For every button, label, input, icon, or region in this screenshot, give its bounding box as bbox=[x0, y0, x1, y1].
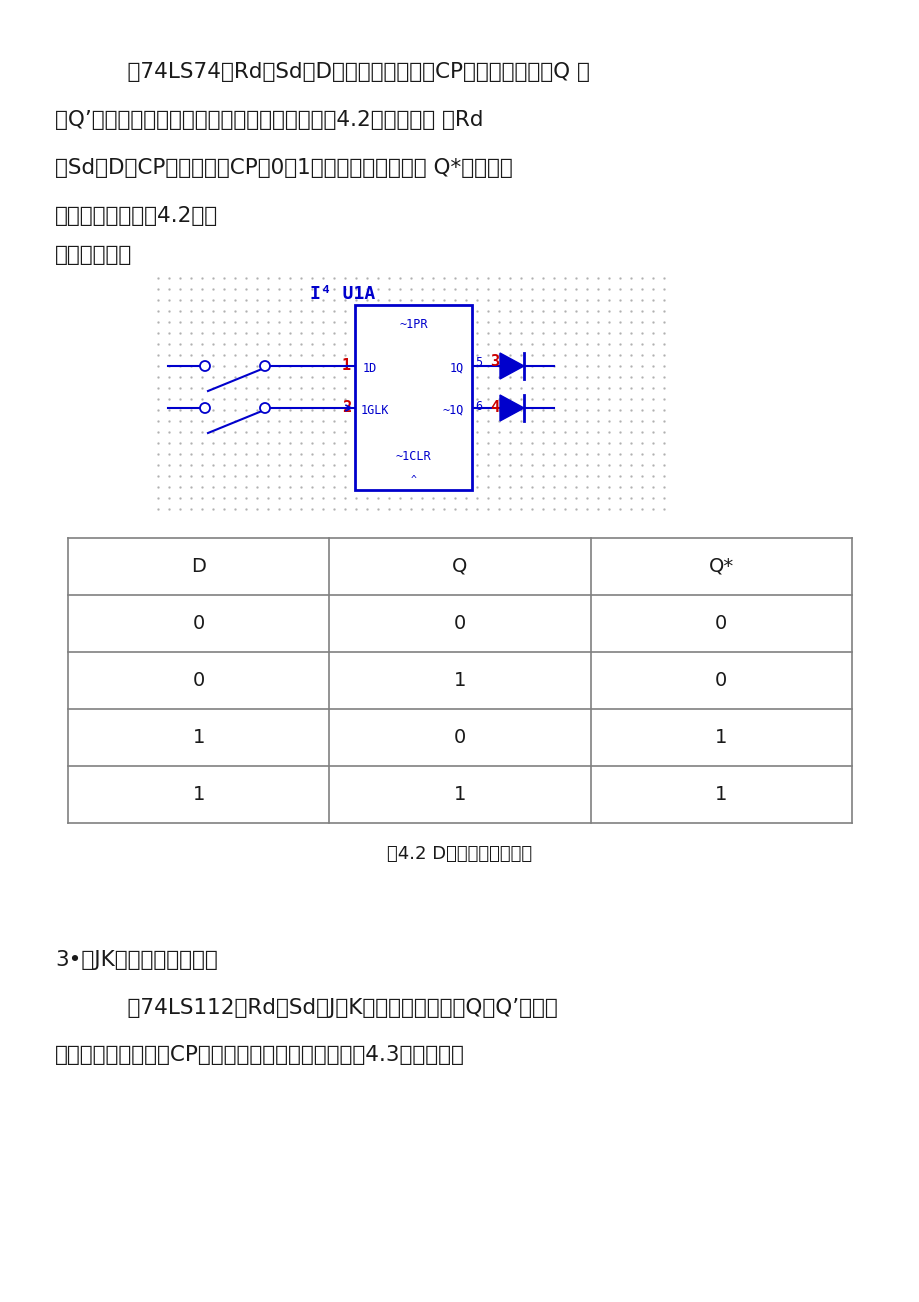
Text: 1: 1 bbox=[192, 785, 205, 805]
Text: 2: 2 bbox=[342, 401, 351, 415]
Text: 电路图如下：: 电路图如下： bbox=[55, 245, 132, 266]
Text: 0: 0 bbox=[453, 728, 466, 747]
Text: 1Q: 1Q bbox=[449, 362, 463, 375]
Text: ~1Q: ~1Q bbox=[442, 404, 463, 417]
Circle shape bbox=[260, 361, 269, 371]
Text: 屆74LS74的Rd、Sd、D连接到逻辑开关，CP端接单次脉冲，Q 端: 屆74LS74的Rd、Sd、D连接到逻辑开关，CP端接单次脉冲，Q 端 bbox=[100, 62, 589, 82]
Circle shape bbox=[199, 404, 210, 413]
Text: Q: Q bbox=[452, 557, 467, 575]
Text: 1: 1 bbox=[342, 358, 351, 374]
Bar bbox=[68, 538, 851, 823]
Text: 3•验JK触发器的逻辑功能: 3•验JK触发器的逻辑功能 bbox=[55, 950, 218, 970]
Text: 0: 0 bbox=[714, 615, 727, 633]
Text: 、Sd、D和CP的状态。在CP从0到1跳变时，观察输出端 Q*的状态，: 、Sd、D和CP的状态。在CP从0到1跳变时，观察输出端 Q*的状态， bbox=[55, 158, 512, 178]
Text: 表4.2 D触发器的逻辑功能: 表4.2 D触发器的逻辑功能 bbox=[387, 845, 532, 863]
Text: 接两只发光二极管，CP端接单次脉冲接通电源，按表4.3的要求，改: 接两只发光二极管，CP端接单次脉冲接通电源，按表4.3的要求，改 bbox=[55, 1046, 464, 1065]
Circle shape bbox=[199, 361, 210, 371]
Text: 屆74LS112的Rd、Sd、J和K连接到逻辑开关，Q和Q’端分别: 屆74LS112的Rd、Sd、J和K连接到逻辑开关，Q和Q’端分别 bbox=[100, 999, 557, 1018]
Text: ~1PR: ~1PR bbox=[399, 319, 427, 332]
Text: 0: 0 bbox=[453, 615, 466, 633]
Text: 1: 1 bbox=[714, 785, 727, 805]
Text: 3: 3 bbox=[490, 354, 499, 370]
Text: 1D: 1D bbox=[363, 362, 377, 375]
Text: 5: 5 bbox=[474, 355, 482, 368]
Text: Q*: Q* bbox=[708, 557, 733, 575]
Text: 1GLK: 1GLK bbox=[360, 404, 389, 417]
Bar bbox=[355, 305, 471, 490]
Circle shape bbox=[260, 404, 269, 413]
Text: 6: 6 bbox=[474, 401, 482, 414]
Text: 和Q’端分别接两只发光二极管，接通电源，按表4.2的要求，改 变Rd: 和Q’端分别接两只发光二极管，接通电源，按表4.2的要求，改 变Rd bbox=[55, 109, 483, 130]
Text: 4: 4 bbox=[490, 400, 499, 414]
Text: ~1CLR: ~1CLR bbox=[395, 450, 431, 464]
Polygon shape bbox=[499, 395, 524, 421]
Text: 0: 0 bbox=[192, 615, 205, 633]
Text: 1: 1 bbox=[714, 728, 727, 747]
Polygon shape bbox=[499, 353, 524, 379]
Text: ^: ^ bbox=[410, 475, 416, 486]
Text: D: D bbox=[191, 557, 206, 575]
Text: I⁴ U1A: I⁴ U1A bbox=[310, 285, 375, 303]
Text: 0: 0 bbox=[192, 671, 205, 690]
Text: 将测试结果填入表4.2中。: 将测试结果填入表4.2中。 bbox=[55, 206, 218, 227]
Text: 1: 1 bbox=[192, 728, 205, 747]
Text: 1: 1 bbox=[453, 671, 466, 690]
Text: 1: 1 bbox=[453, 785, 466, 805]
Text: 0: 0 bbox=[714, 671, 727, 690]
